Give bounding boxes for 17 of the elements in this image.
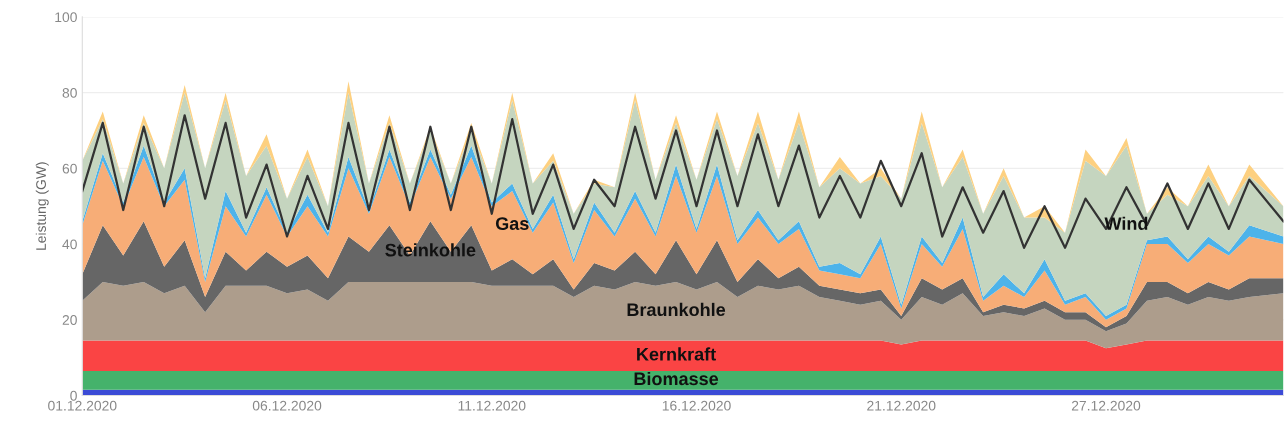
x-tick-label: 16.12.2020	[662, 400, 731, 411]
y-tick-label: 100	[55, 12, 77, 23]
y-tick-label: 20	[62, 315, 77, 325]
y-axis-title: Leistung (GW)	[35, 162, 49, 250]
y-tick-label: 0	[70, 390, 77, 401]
series-label: Kernkraft	[637, 347, 716, 361]
series-label: Braunkohle	[627, 302, 726, 317]
y-tick-label: 60	[62, 163, 77, 174]
y-tick-label: 40	[62, 239, 77, 250]
x-tick-label: 06.12.2020	[252, 400, 322, 411]
y-tick-label: 80	[62, 87, 77, 98]
series-label: Biomasse	[634, 371, 719, 386]
x-tick-label: 21.12.2020	[867, 400, 936, 411]
x-tick-label: 01.12.2020	[48, 400, 117, 411]
x-tick-label: 11.12.2020	[458, 400, 526, 411]
series-label: Gas	[495, 217, 529, 230]
x-tick-label: 27.12.2020	[1071, 400, 1141, 411]
